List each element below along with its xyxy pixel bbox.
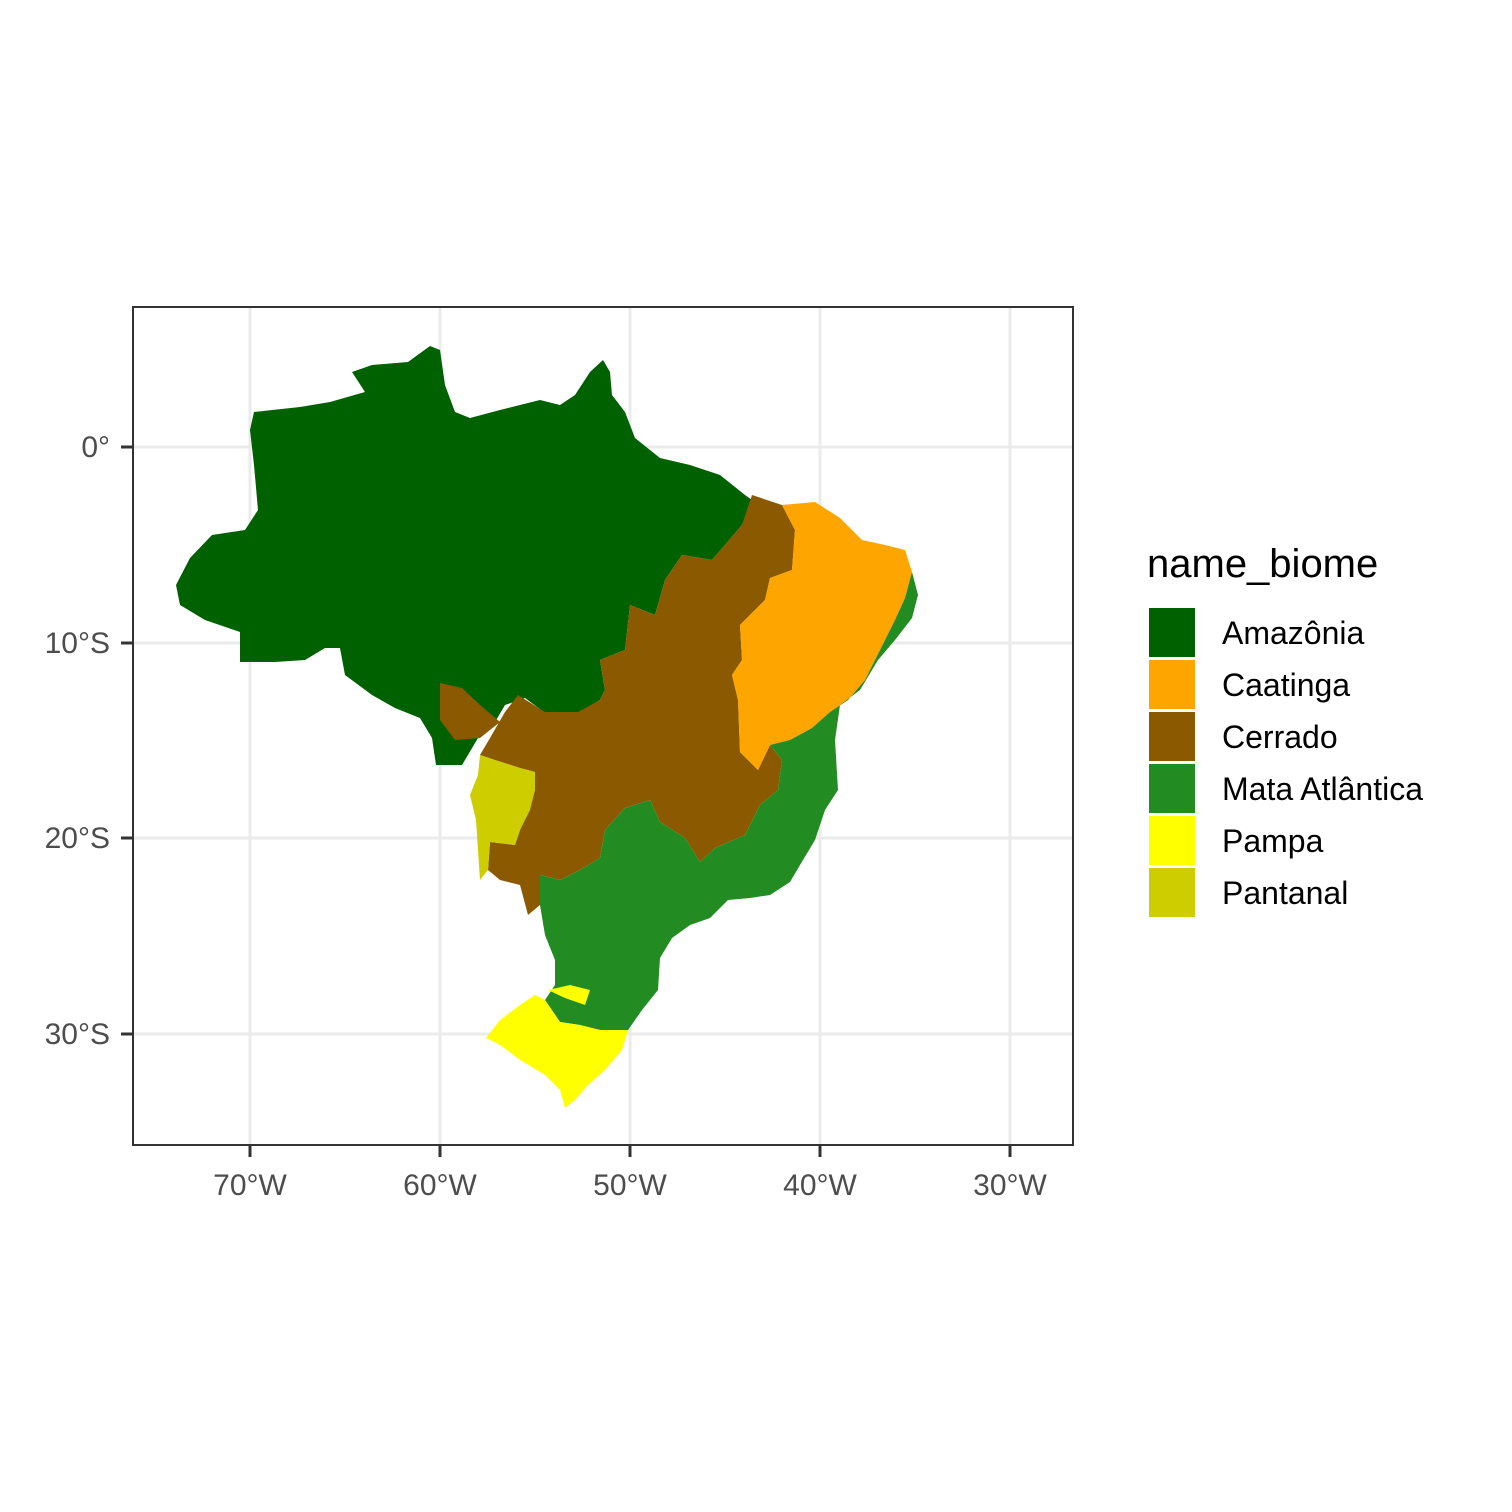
legend-label: Mata Atlântica xyxy=(1222,771,1423,807)
legend-key xyxy=(1149,712,1195,761)
x-tick-label: 50°W xyxy=(593,1169,667,1202)
legend-label: Amazônia xyxy=(1222,615,1365,651)
legend-item: Caatinga xyxy=(1149,660,1350,709)
legend-item: Amazônia xyxy=(1149,608,1365,657)
legend-items: Amazônia Caatinga Cerrado Mata Atlântica Pam… xyxy=(1149,608,1423,917)
region-amazonia xyxy=(176,346,752,765)
legend-key xyxy=(1149,608,1195,657)
x-tick-label: 30°W xyxy=(973,1169,1047,1202)
legend-label: Cerrado xyxy=(1222,719,1338,755)
x-tick-label: 40°W xyxy=(783,1169,857,1202)
y-tick-label: 0° xyxy=(81,431,110,464)
legend-title: name_biome xyxy=(1147,542,1378,586)
legend-item: Pantanal xyxy=(1149,868,1348,917)
region-caatinga xyxy=(732,502,912,770)
legend-label: Pantanal xyxy=(1222,875,1348,911)
y-axis: 0° 10°S 20°S 30°S xyxy=(45,431,133,1051)
x-tick-label: 70°W xyxy=(213,1169,287,1202)
legend-key xyxy=(1149,816,1195,865)
legend-key xyxy=(1149,868,1195,917)
biome-regions xyxy=(176,346,918,1108)
region-mata-atlantica xyxy=(540,572,918,1030)
y-tick-label: 30°S xyxy=(45,1018,110,1051)
legend-item: Pampa xyxy=(1149,816,1324,865)
y-tick-label: 20°S xyxy=(45,822,110,855)
legend: name_biome Amazônia Caatinga Cerrado Mata A… xyxy=(1147,542,1423,917)
x-axis: 70°W 60°W 50°W 40°W 30°W xyxy=(213,1145,1048,1202)
y-tick-label: 10°S xyxy=(45,627,110,660)
legend-key xyxy=(1149,660,1195,709)
legend-item: Cerrado xyxy=(1149,712,1338,761)
panel-border xyxy=(132,306,1074,1146)
legend-label: Pampa xyxy=(1222,823,1324,859)
x-tick-label: 60°W xyxy=(403,1169,477,1202)
legend-item: Mata Atlântica xyxy=(1149,764,1423,813)
legend-key xyxy=(1149,764,1195,813)
region-pantanal xyxy=(470,755,535,880)
region-pampa xyxy=(486,985,628,1108)
legend-label: Caatinga xyxy=(1222,667,1350,703)
